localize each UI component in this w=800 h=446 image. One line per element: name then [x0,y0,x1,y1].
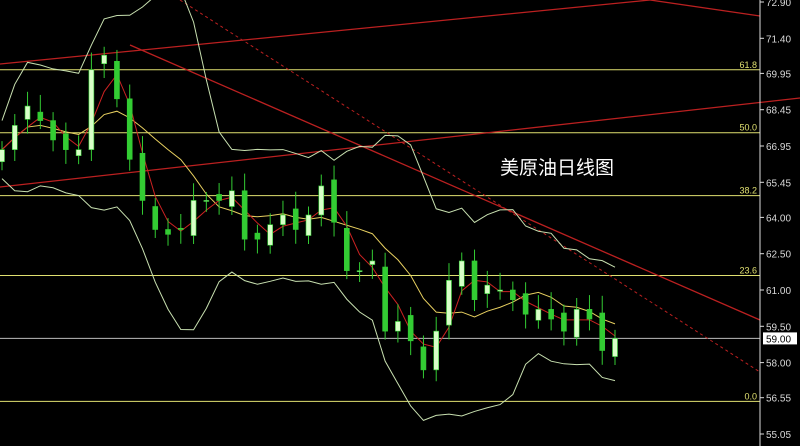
y-tick-label: 69.95 [766,69,791,80]
candle [37,111,44,121]
candle [101,54,107,65]
candle [229,190,235,207]
candle [241,190,248,240]
candle [395,321,401,332]
candle [126,98,133,160]
fib-label: 23.6 [739,265,757,275]
candle [471,260,478,300]
candle [203,200,210,202]
candle [522,293,529,315]
candle [586,309,593,320]
candle [331,179,337,223]
candle [318,185,325,216]
y-tick-label: 64.00 [766,213,791,224]
bollinger-upper [1,0,616,268]
y-tick-label: 68.45 [766,106,791,117]
candle [420,346,427,371]
candle [75,149,82,156]
candle [0,149,5,163]
candle [344,227,350,271]
candle [535,309,542,321]
y-tick-label: 71.40 [766,34,791,45]
y-tick-label: 61.00 [766,286,791,297]
candle [280,214,286,225]
candle [292,208,299,230]
candle [612,338,618,357]
trendline-dotted [179,0,761,373]
candle [497,289,503,292]
candle [177,227,184,230]
fib-label: 0.0 [744,391,757,401]
candle [561,312,567,332]
candle [369,260,376,265]
current-price-label: 59.00 [766,334,791,345]
candle [573,309,580,338]
bollinger-lower [1,178,616,421]
candle [548,309,554,320]
y-tick-label: 59.50 [766,322,791,333]
candle [356,270,363,272]
candle [267,224,273,246]
candle [305,214,312,236]
candle [63,133,69,150]
candle [599,312,606,351]
y-tick-label: 72.90 [766,0,791,9]
candle [446,280,452,326]
trendline-top [649,0,761,17]
current-price-box [763,332,797,345]
y-tick-label: 55.05 [766,430,791,441]
candle [165,229,171,235]
candle [254,232,261,240]
y-tick-label: 65.45 [766,178,791,189]
candle [114,60,120,100]
candle [24,105,31,120]
trendline-upper [0,0,651,65]
candle [458,260,465,287]
trendline-support [0,97,800,188]
y-tick-label: 66.95 [766,142,791,153]
candle [433,330,440,371]
candle [11,125,18,150]
trendline-resistance [129,44,761,321]
y-tick-label: 56.55 [766,394,791,405]
candle [88,69,95,150]
chart-title: 美原油日线图 [500,157,615,179]
candle [484,284,491,294]
fib-label: 61.8 [739,60,757,70]
y-tick-label: 58.00 [766,359,791,370]
fib-label: 50.0 [739,123,757,133]
candle [139,152,146,201]
candle [152,206,159,230]
candle [510,289,516,300]
candle [407,315,414,342]
fib-label: 38.2 [739,186,757,196]
candle [50,120,56,141]
candle [216,194,222,201]
y-tick-label: 62.50 [766,250,791,261]
candle [382,266,388,332]
candle [190,200,197,236]
